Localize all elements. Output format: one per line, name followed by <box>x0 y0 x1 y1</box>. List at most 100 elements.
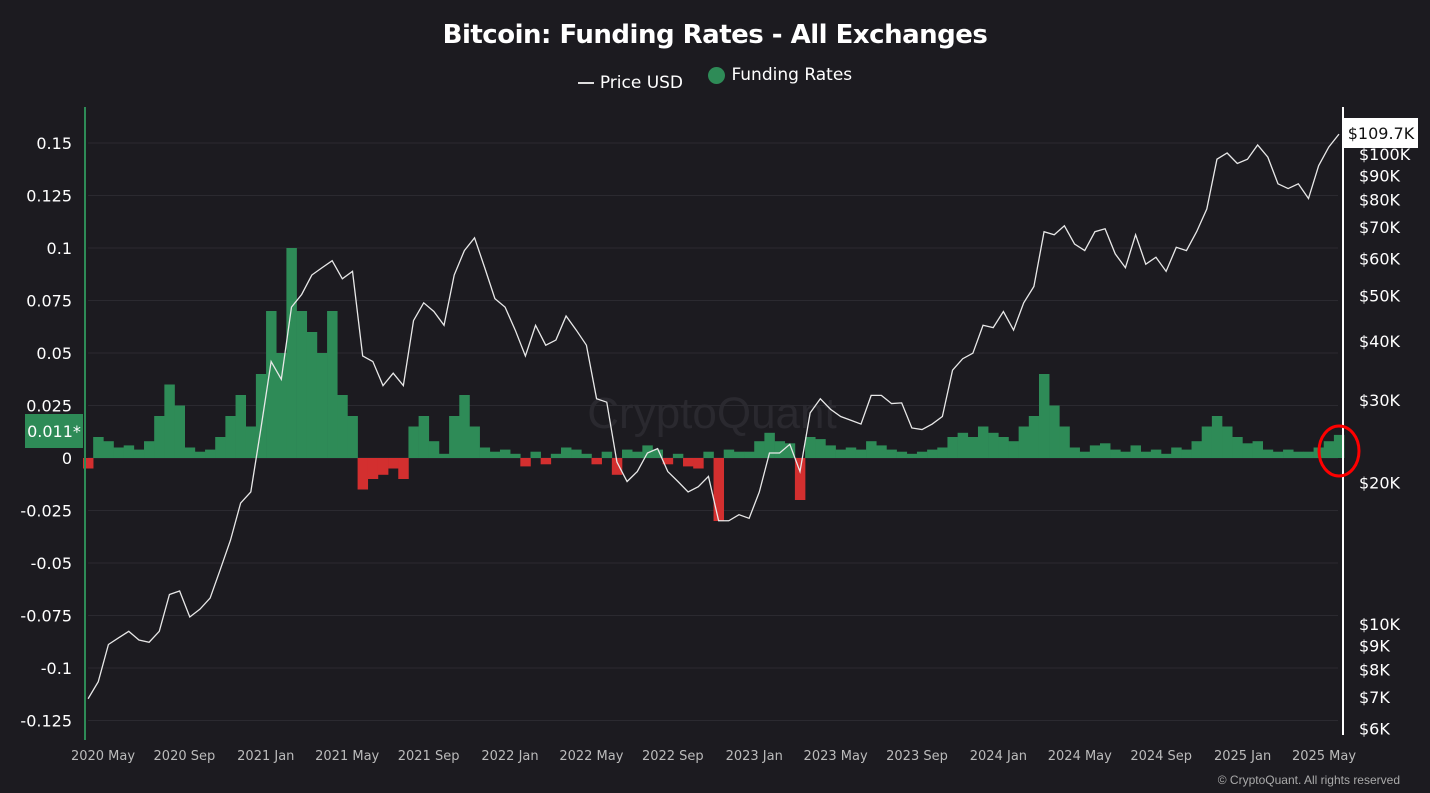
funding-bar <box>601 451 613 458</box>
funding-bar <box>357 458 369 490</box>
right-axis-tick-label: $70K <box>1359 218 1401 237</box>
funding-bar <box>428 441 440 458</box>
funding-bar <box>1161 453 1172 458</box>
funding-bar <box>611 458 623 475</box>
funding-bar <box>1059 426 1070 458</box>
funding-bar <box>642 445 653 458</box>
legend-item-funding[interactable]: Funding Rates <box>708 65 852 85</box>
right-axis-tick-label: $50K <box>1359 286 1401 305</box>
left-axis-tick-label: -0.025 <box>20 502 72 521</box>
x-axis-tick-label: 2023 Sep <box>886 749 948 764</box>
funding-bar <box>591 458 602 465</box>
funding-bar <box>499 449 511 458</box>
funding-bar <box>1018 426 1030 458</box>
funding-bar <box>489 451 501 458</box>
watermark: CryptoQuant <box>587 389 836 438</box>
x-axis-tick-label: 2023 May <box>804 749 868 764</box>
left-axis-tick-label: 0.1 <box>47 239 72 258</box>
funding-bar <box>194 451 206 458</box>
funding-bar <box>1140 451 1152 458</box>
funding-bar <box>438 453 450 458</box>
legend-label: Funding Rates <box>731 65 853 85</box>
funding-bar <box>205 449 216 458</box>
funding-bar <box>1191 441 1202 458</box>
funding-bar <box>255 374 267 458</box>
funding-bar <box>154 416 165 458</box>
right-axis-tick-label: $10K <box>1359 615 1401 634</box>
funding-bar <box>764 432 775 458</box>
funding-bar <box>937 447 948 458</box>
funding-bar <box>1323 441 1335 458</box>
right-axis-tick-label: $80K <box>1359 191 1401 210</box>
funding-bar <box>835 449 847 458</box>
left-axis-tick-label: -0.05 <box>31 554 72 573</box>
funding-bar <box>733 451 745 458</box>
funding-bar <box>296 311 308 458</box>
x-axis-tick-label: 2024 Sep <box>1130 749 1192 764</box>
x-axis-tick-label: 2022 May <box>559 749 623 764</box>
funding-bar <box>927 449 938 458</box>
funding-bar <box>967 437 979 458</box>
funding-bar <box>347 416 358 458</box>
funding-bar <box>886 449 897 458</box>
right-axis-tick-label: $60K <box>1359 249 1401 268</box>
x-axis-tick-label: 2024 Jan <box>970 749 1027 764</box>
funding-bar <box>754 441 765 458</box>
funding-bar <box>1181 449 1192 458</box>
funding-bar <box>744 451 755 458</box>
funding-bar <box>977 426 989 458</box>
funding-bar <box>1283 449 1294 458</box>
funding-bar <box>652 449 663 458</box>
funding-bar <box>316 353 328 458</box>
funding-bar <box>855 449 867 458</box>
funding-bar <box>510 453 521 458</box>
funding-bar <box>1272 451 1284 458</box>
left-axis-tick-label: 0.15 <box>36 134 72 153</box>
x-axis-tick-label: 2021 Sep <box>398 749 460 764</box>
funding-bar <box>1211 416 1223 458</box>
current-price-label-bg <box>1344 118 1418 148</box>
funding-bar <box>174 405 185 458</box>
funding-bar <box>1079 451 1091 458</box>
right-axis-tick-label: $6K <box>1359 719 1390 738</box>
funding-bar <box>1049 405 1060 458</box>
highlight-circle <box>1317 424 1361 478</box>
funding-bar <box>367 458 379 479</box>
funding-bar <box>805 437 816 458</box>
x-axis-tick-label: 2025 Jan <box>1214 749 1271 764</box>
funding-bar <box>469 426 480 458</box>
funding-bar <box>1069 447 1080 458</box>
funding-bar <box>906 453 918 458</box>
funding-bar <box>1150 449 1162 458</box>
funding-bar <box>1110 449 1121 458</box>
legend-item-price[interactable]: Price USD <box>577 73 683 93</box>
funding-bar <box>286 248 297 458</box>
funding-bar <box>713 458 725 521</box>
funding-bar <box>93 437 104 458</box>
funding-bar <box>1100 443 1111 458</box>
funding-bar <box>1008 441 1019 458</box>
x-axis-tick-label: 2022 Jan <box>481 749 538 764</box>
funding-bar <box>672 453 684 458</box>
funding-bar <box>845 447 857 458</box>
x-axis-tick-label: 2025 May <box>1292 749 1356 764</box>
funding-bar <box>337 395 348 458</box>
funding-bar <box>276 353 287 458</box>
funding-bar <box>418 416 430 458</box>
funding-bar <box>449 416 460 458</box>
funding-bar <box>683 458 694 467</box>
funding-bar <box>530 451 541 458</box>
funding-bar <box>815 439 826 458</box>
funding-bar <box>123 445 135 458</box>
funding-bar <box>225 416 236 458</box>
left-axis-tick-label: 0.075 <box>26 292 72 311</box>
right-axis-tick-label: $7K <box>1359 688 1390 707</box>
funding-bar <box>1201 426 1213 458</box>
funding-bar <box>622 449 633 458</box>
left-axis-tick-label: 0.05 <box>36 344 72 363</box>
funding-bar <box>1120 451 1131 458</box>
funding-bar <box>571 449 582 458</box>
funding-bar <box>988 432 999 458</box>
funding-bar <box>113 447 124 458</box>
funding-bar <box>703 451 714 458</box>
